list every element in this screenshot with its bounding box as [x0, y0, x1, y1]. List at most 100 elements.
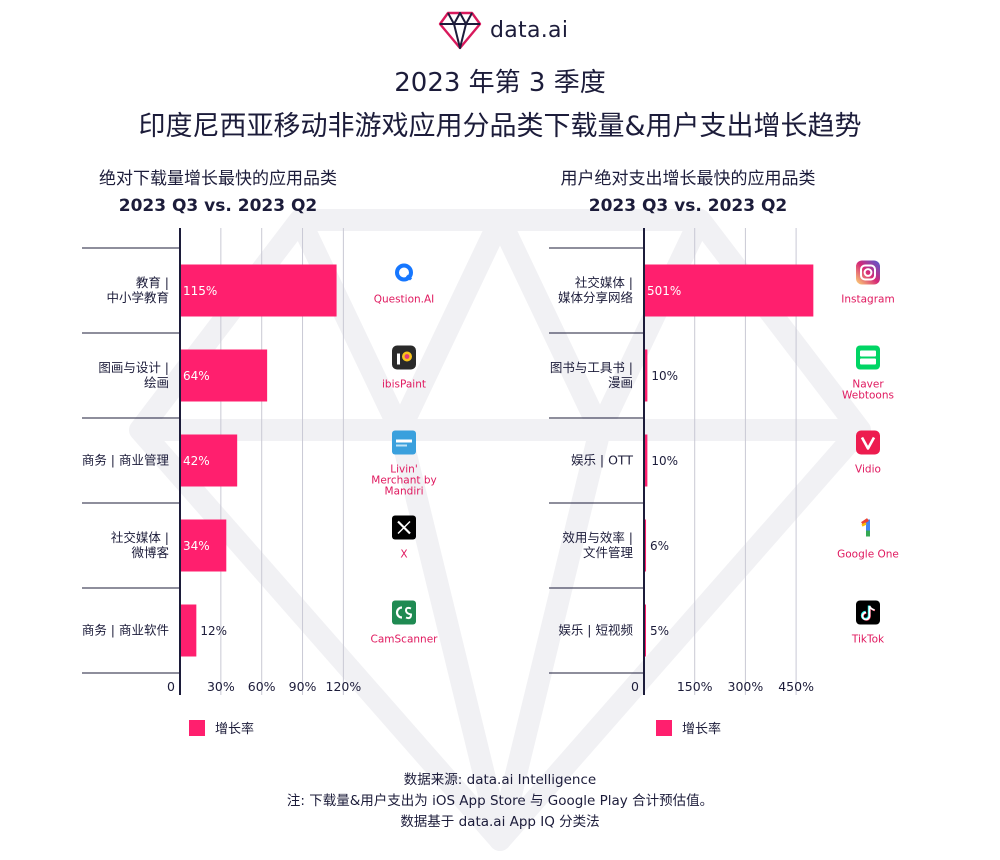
bar: [644, 434, 648, 487]
icon-s: [404, 606, 413, 620]
icon-stem-green: [866, 530, 870, 537]
page-title-line2: 印度尼西亚移动非游戏应用分品类下载量&用户支出增长趋势: [138, 111, 862, 142]
app-name-label: Google One: [837, 549, 899, 561]
bar: [644, 349, 648, 402]
icon-line: [396, 439, 412, 443]
left-legend-label: 增长率: [215, 722, 255, 737]
icon-c: [395, 606, 403, 619]
question-ai-icon: [392, 260, 416, 285]
x-tick-label: 60%: [248, 679, 276, 694]
icon-flag: [861, 518, 869, 525]
category-label: 绘画: [144, 375, 169, 390]
footer-source: 数据来源: data.ai Intelligence: [403, 772, 597, 788]
bar-value-label: 501%: [647, 284, 681, 298]
category-label: 社交媒体 |: [111, 530, 169, 545]
bar-value-label: 6%: [650, 539, 669, 553]
icon-bg: [856, 260, 880, 285]
diamond-logo-icon: [438, 11, 482, 50]
app-name-label: Livin': [390, 464, 417, 476]
category-label: 娱乐 | 短视频: [558, 623, 633, 638]
category-label: 商务 | 商业管理: [82, 453, 170, 468]
right-chart-title-line1: 用户绝对支出增长最快的应用品类: [560, 169, 816, 189]
x-tick-label: 120%: [326, 679, 362, 694]
category-label: 微博客: [131, 545, 169, 560]
x-tick-label: 450%: [778, 679, 814, 694]
camscanner-icon: [392, 600, 416, 625]
x-tick-label: 300%: [728, 679, 764, 694]
watermark-diamond-icon: [129, 209, 871, 851]
app-name-label: CamScanner: [371, 634, 439, 646]
x-tick-label: 0: [631, 679, 639, 694]
category-label: 图书与工具书 |: [550, 360, 633, 375]
bar-value-label: 10%: [651, 454, 678, 468]
bar: [180, 264, 337, 317]
bar: [180, 604, 197, 657]
instagram-icon: [856, 260, 880, 285]
right-chart: 0 150% 300% 450% 501% 社交媒体 |媒体分享网络 Instagram 10…: [549, 228, 899, 695]
icon-ring: [395, 263, 413, 282]
bar: [180, 519, 227, 572]
x-tick-label: 150%: [677, 679, 713, 694]
bar: [644, 264, 814, 317]
icon-frame: [860, 264, 876, 281]
legend-swatch: [656, 719, 672, 736]
brand-logo: data.ai: [438, 8, 568, 52]
bar-value-label: 10%: [651, 369, 678, 383]
bar-value-label: 34%: [183, 539, 210, 553]
icon-lens: [863, 268, 873, 277]
x-tick-label: 90%: [289, 679, 317, 694]
icon-note-white: [861, 605, 875, 621]
app-name-label: Webtoons: [842, 390, 894, 402]
icon-bg: [856, 345, 880, 370]
icon-bg: [392, 600, 416, 625]
app-name-label: TikTok: [851, 634, 885, 646]
icon-bg: [856, 430, 880, 455]
bar-value-label: 64%: [183, 369, 210, 383]
category-label: 教育 |: [136, 275, 169, 290]
left-chart-title-line1: 绝对下载量增长最快的应用品类: [99, 169, 337, 189]
bar-value-label: 42%: [183, 454, 210, 468]
left-chart-title: 绝对下载量增长最快的应用品类 2023 Q3 vs. 2023 Q2: [60, 166, 376, 220]
tiktok-icon: [856, 600, 880, 625]
ibispaint-icon: [392, 345, 416, 370]
naver-webtoons-icon: [856, 345, 880, 370]
icon-stroke2: [397, 521, 411, 534]
category-label: 媒体分享网络: [558, 290, 634, 305]
app-name-label: ibisPaint: [382, 379, 426, 391]
right-legend: 增长率: [656, 718, 721, 737]
category-label: 商务 | 商业软件: [82, 623, 169, 638]
app-name-label: Mandiri: [385, 486, 424, 498]
app-name-label: Vidio: [855, 464, 881, 476]
bar: [180, 349, 268, 402]
icon-v: [860, 436, 876, 450]
logo-text: data.ai: [490, 17, 569, 43]
icon-dot2: [404, 354, 410, 359]
legend-swatch: [189, 719, 205, 736]
right-chart-title: 用户绝对支出增长最快的应用品类 2023 Q3 vs. 2023 Q2: [530, 166, 846, 220]
right-legend-label: 增长率: [682, 722, 722, 737]
vidio-icon: [856, 430, 880, 455]
footer-notes: 数据来源: data.ai Intelligence 注: 下载量&用户支出为 …: [0, 770, 1000, 833]
bar-value-label: 115%: [183, 284, 217, 298]
right-chart-subtitle: 2023 Q3 vs. 2023 Q2: [588, 196, 788, 216]
category-label: 中小学教育: [106, 290, 169, 305]
google-one-icon: [861, 518, 870, 537]
bar-value-label: 12%: [200, 624, 227, 638]
app-name-label: Instagram: [841, 294, 894, 306]
app-name-label: Naver: [852, 379, 884, 391]
page-title-line1: 2023 年第 3 季度: [394, 68, 606, 98]
bar: [644, 519, 647, 572]
bar: [180, 434, 238, 487]
x-icon: [392, 515, 416, 540]
footer-methodology: 数据基于 data.ai App IQ 分类法: [400, 814, 600, 830]
left-legend: 增长率: [189, 718, 254, 737]
category-label: 社交媒体 |: [575, 275, 633, 290]
icon-panel2: [860, 358, 876, 365]
category-label: 文件管理: [583, 545, 634, 560]
icon-flag2: [861, 522, 867, 527]
app-name-label: Question.AI: [374, 294, 435, 306]
icon-tail: [405, 274, 413, 281]
app-name-label: Merchant by: [371, 475, 436, 487]
app-name-label: X: [400, 549, 407, 561]
